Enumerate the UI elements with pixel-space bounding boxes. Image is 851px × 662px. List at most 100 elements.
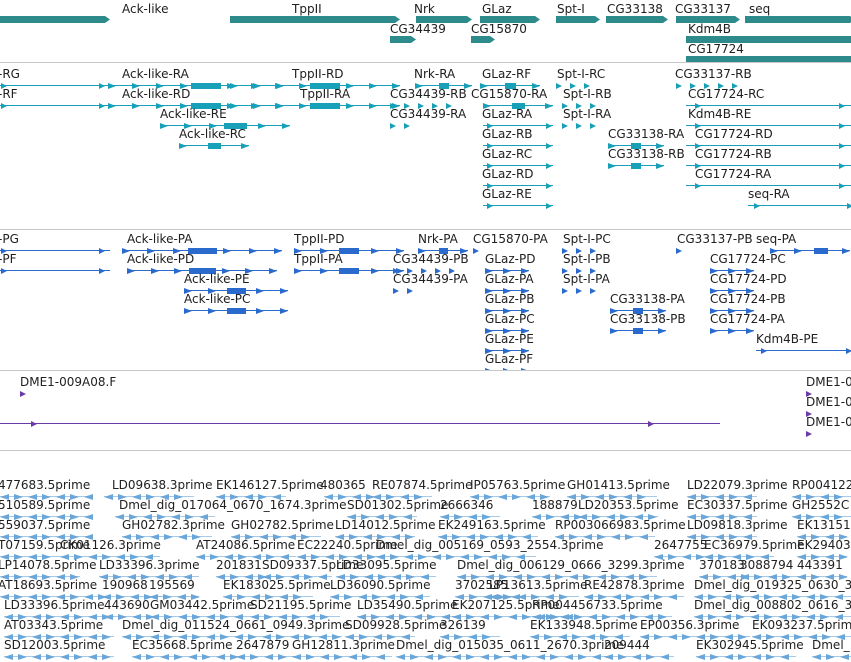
mrna-feature-cg33137-rb[interactable]: CG33137-RB	[0, 68, 851, 89]
mrna-feature-cg33138-rb[interactable]: CG33138-RB	[0, 148, 851, 169]
protein-feature-ack-like-pa[interactable]: Ack-like-PA	[0, 233, 851, 254]
protein-feature-glaz-pc[interactable]: GLaz-PC	[0, 313, 851, 334]
protein-feature-cg33138-pb[interactable]: CG33138-PB	[0, 313, 851, 334]
protein-feature-glaz-pb[interactable]: GLaz-PB	[0, 293, 851, 314]
est-feature-rp004456733-5prime[interactable]: RP004456733.5prime	[0, 599, 851, 620]
gene-feature-ack-like[interactable]: Ack-like	[0, 3, 851, 23]
est-feature-ld36090-5prime[interactable]: LD36090.5prime	[0, 579, 851, 600]
est-feature-ek302945-5prime[interactable]: EK302945.5prime	[0, 639, 851, 660]
est-feature-ek131518[interactable]: EK131518	[0, 519, 851, 540]
est-feature-sd01302-5prime[interactable]: SD01302.5prime	[0, 499, 851, 520]
mrna-feature-rg[interactable]: -RG	[0, 68, 851, 89]
mrna-feature-cg33138-ra[interactable]: CG33138-RA	[0, 128, 851, 149]
est-feature-gh02782-3prime[interactable]: GH02782.3prime	[0, 519, 851, 540]
gene-feature-cg34439[interactable]: CG34439	[0, 23, 851, 43]
est-feature-at18693-5prime[interactable]: AT18693.5prime	[0, 579, 851, 600]
est-feature-rp003066983-5prime[interactable]: RP003066983.5prime	[0, 519, 851, 540]
est-feature-ck01126-3prime[interactable]: CK01126.3prime	[0, 539, 851, 560]
protein-feature-pf[interactable]: -PF	[0, 253, 851, 274]
mrna-feature-cg17724-ra[interactable]: CG17724-RA	[0, 168, 851, 189]
est-feature-209444[interactable]: 209444	[0, 639, 851, 660]
est-feature-ec35668-5prime[interactable]: EC35668.5prime	[0, 639, 851, 660]
clone-feature-dme1-009a08-f[interactable]: DME1-009A08.F	[0, 376, 851, 397]
est-feature-dmel-dig-017064-0670-1674-3prime[interactable]: Dmel_dig_017064_0670_1674.3prime	[0, 499, 851, 520]
mrna-feature-glaz-rd[interactable]: GLaz-RD	[0, 168, 851, 189]
mrna-feature-ack-like-rc[interactable]: Ack-like-RC	[0, 128, 851, 149]
mrna-feature-cg34439-ra[interactable]: CG34439-RA	[0, 108, 851, 129]
est-feature-gh01413-5prime[interactable]: GH01413.5prime	[0, 479, 851, 500]
est-feature-480365[interactable]: 480365	[0, 479, 851, 500]
est-feature-326139[interactable]: 326139	[0, 619, 851, 640]
gene-feature-tppii[interactable]: TppII	[0, 3, 851, 23]
est-feature-ek249163-5prime[interactable]: EK249163.5prime	[0, 519, 851, 540]
est-feature-ek146127-5prime[interactable]: EK146127.5prime	[0, 479, 851, 500]
protein-feature-cg33138-pa[interactable]: CG33138-PA	[0, 293, 851, 314]
mrna-feature-nrk-ra[interactable]: Nrk-RA	[0, 68, 851, 89]
protein-feature-spt-i-pa[interactable]: Spt-I-PA	[0, 273, 851, 294]
est-feature-ek183025-5prime[interactable]: EK183025.5prime	[0, 579, 851, 600]
gene-feature-glaz[interactable]: GLaz	[0, 3, 851, 23]
protein-feature-glaz-pa[interactable]: GLaz-PA	[0, 273, 851, 294]
est-feature-ld14012-5prime[interactable]: LD14012.5prime	[0, 519, 851, 540]
protein-feature-spt-i-pb[interactable]: Spt-I-PB	[0, 253, 851, 274]
est-feature-dmel-dig-005169-0593-2554-3prime[interactable]: Dmel_dig_005169_0593_2554.3prime	[0, 539, 851, 560]
est-feature-dmel-dig-019325-0630-3[interactable]: Dmel_dig_019325_0630_3	[0, 579, 851, 600]
est-feature-sd09337-5prime[interactable]: SD09337.5prime	[0, 559, 851, 580]
protein-feature-cg17724-pa[interactable]: CG17724-PA	[0, 313, 851, 334]
mrna-feature-tppii-ra[interactable]: TppII-RA	[0, 88, 851, 109]
est-feature-3088794[interactable]: 3088794	[0, 559, 851, 580]
mrna-feature-cg34439-rb[interactable]: CG34439-RB	[0, 88, 851, 109]
protein-feature-cg15870-pa[interactable]: CG15870-PA	[0, 233, 851, 254]
est-feature-gm03442-5prime[interactable]: GM03442.5prime	[0, 599, 851, 620]
mrna-feature-spt-i-ra[interactable]: Spt-I-RA	[0, 108, 851, 129]
est-feature-ld33396-3prime[interactable]: LD33396.3prime	[0, 559, 851, 580]
est-feature-ec30337-5prime[interactable]: EC30337.5prime	[0, 499, 851, 520]
mrna-feature-glaz-rc[interactable]: GLaz-RC	[0, 148, 851, 169]
est-feature-ek133948-5prime[interactable]: EK133948.5prime	[0, 619, 851, 640]
gene-feature-kdm4b[interactable]: Kdm4B	[0, 23, 851, 43]
est-feature-195569[interactable]: 195569	[0, 579, 851, 600]
gene-feature-cg33137[interactable]: CG33137	[0, 3, 851, 23]
est-feature-443391[interactable]: 443391	[0, 559, 851, 580]
gene-feature-cg15870[interactable]: CG15870	[0, 23, 851, 43]
protein-feature-glaz-pf[interactable]: GLaz-PF	[0, 353, 851, 370]
est-feature-ek29403[interactable]: EK29403	[0, 539, 851, 560]
mrna-feature-glaz-rb[interactable]: GLaz-RB	[0, 128, 851, 149]
protein-feature-pg[interactable]: -PG	[0, 233, 851, 254]
mrna-feature-glaz-re[interactable]: GLaz-RE	[0, 188, 851, 209]
est-feature-ec36979-5prime[interactable]: EC36979.5prime	[0, 539, 851, 560]
est-feature-gh2552c[interactable]: GH2552C	[0, 499, 851, 520]
est-feature-2647879[interactable]: 2647879	[0, 639, 851, 660]
protein-feature-ack-like-pc[interactable]: Ack-like-PC	[0, 293, 851, 314]
mrna-feature-ack-like-re[interactable]: Ack-like-RE	[0, 108, 851, 129]
gene-feature-seq[interactable]: seq	[0, 3, 851, 23]
est-feature-ld33095-5prime[interactable]: LD33095.5prime	[0, 559, 851, 580]
clone-feature-dme1-0[interactable]: DME1-0	[0, 376, 851, 397]
gene-feature-nrk[interactable]: Nrk	[0, 3, 851, 23]
protein-feature-glaz-pe[interactable]: GLaz-PE	[0, 333, 851, 354]
est-feature-lp14078-5prime[interactable]: LP14078.5prime	[0, 559, 851, 580]
est-feature-ek093237-5prime[interactable]: EK093237.5prime	[0, 619, 851, 640]
est-feature-t07159-5prime[interactable]: T07159.5prime	[0, 539, 851, 560]
gene-feature-cg17724[interactable]: CG17724	[0, 43, 851, 62]
est-feature-ec22240-5prime[interactable]: EC22240.5prime	[0, 539, 851, 560]
mrna-feature-spt-i-rb[interactable]: Spt-I-RB	[0, 88, 851, 109]
est-feature-dmel[interactable]: Dmel_	[0, 639, 851, 660]
protein-feature-cg17724-pd[interactable]: CG17724-PD	[0, 273, 851, 294]
est-feature-dmel-dig-011524-0661-0949-3prime[interactable]: Dmel_dig_011524_0661_0949.3prime	[0, 619, 851, 640]
est-feature-2647755[interactable]: 2647755	[0, 539, 851, 560]
clone-feature-blank[interactable]	[0, 406, 851, 427]
mrna-feature-glaz-rf[interactable]: GLaz-RF	[0, 68, 851, 89]
est-feature-sd21195-5prime[interactable]: SD21195.5prime	[0, 599, 851, 620]
est-feature-477683-5prime[interactable]: 477683.5prime	[0, 479, 851, 500]
protein-feature-tppii-pa[interactable]: TppII-PA	[0, 253, 851, 274]
est-feature-ep00356-3prime[interactable]: EP00356.3prime	[0, 619, 851, 640]
est-feature-lp13613-5prime[interactable]: LP13613.5prime	[0, 579, 851, 600]
mrna-feature-cg17724-rd[interactable]: CG17724-RD	[0, 128, 851, 149]
est-feature-dmel-dig-006129-0666-3299-3prime[interactable]: Dmel_dig_006129_0666_3299.3prime	[0, 559, 851, 580]
mrna-feature-rf[interactable]: -RF	[0, 88, 851, 109]
est-feature-dmel-dig-008802-0616-3[interactable]: Dmel_dig_008802_0616_3	[0, 599, 851, 620]
est-feature-re07874-5prime[interactable]: RE07874.5prime	[0, 479, 851, 500]
est-feature-559037-5prime[interactable]: 559037.5prime	[0, 519, 851, 540]
est-feature-re42878-3prime[interactable]: RE42878.3prime	[0, 579, 851, 600]
